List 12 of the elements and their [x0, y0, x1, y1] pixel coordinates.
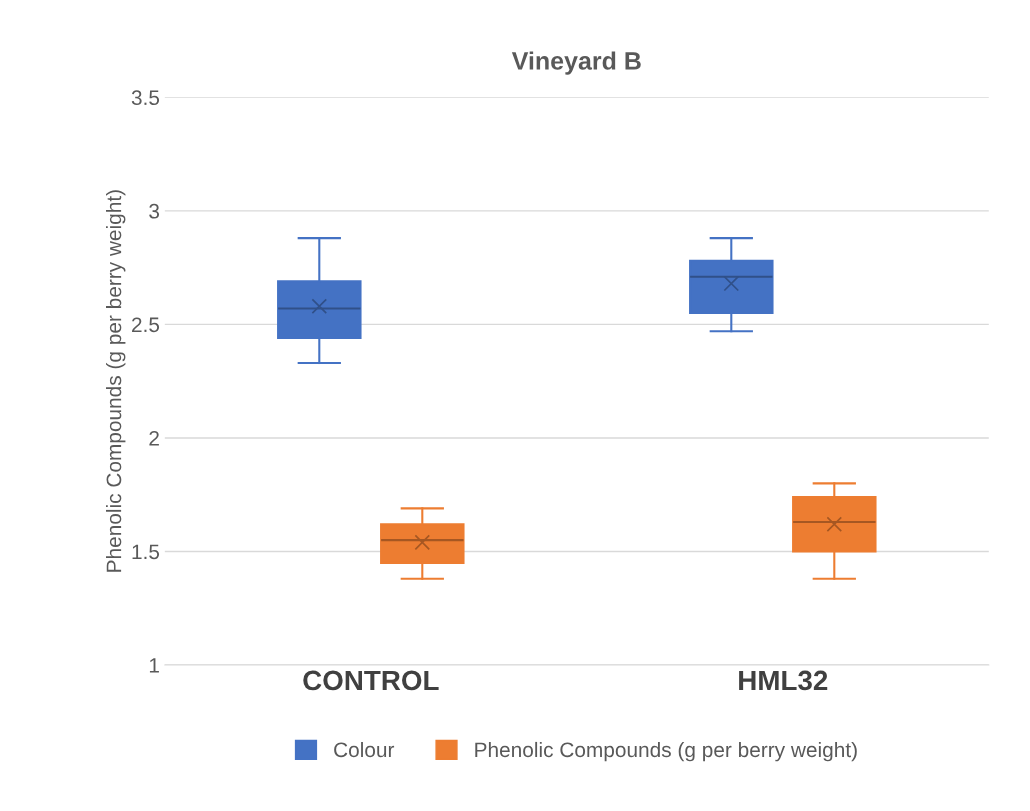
y-tick-label: 2 — [149, 430, 159, 446]
y-axis-title: Phenolic Compounds (g per berry weight) — [106, 190, 126, 572]
y-tick-label: 3 — [149, 203, 160, 219]
legend-label: Colour — [334, 741, 395, 758]
y-tick-label: 2.5 — [132, 317, 160, 333]
x-tick-label: HML32 — [739, 670, 828, 691]
y-tick-label: 1.5 — [132, 544, 160, 560]
x-tick-label: CONTROL — [303, 670, 439, 691]
y-tick-label: 3.5 — [131, 90, 160, 106]
legend-label: Phenolic Compounds (g per berry weight) — [475, 741, 857, 762]
chart-title: Vineyard B — [511, 51, 641, 75]
y-tick-label: 1 — [149, 658, 159, 673]
